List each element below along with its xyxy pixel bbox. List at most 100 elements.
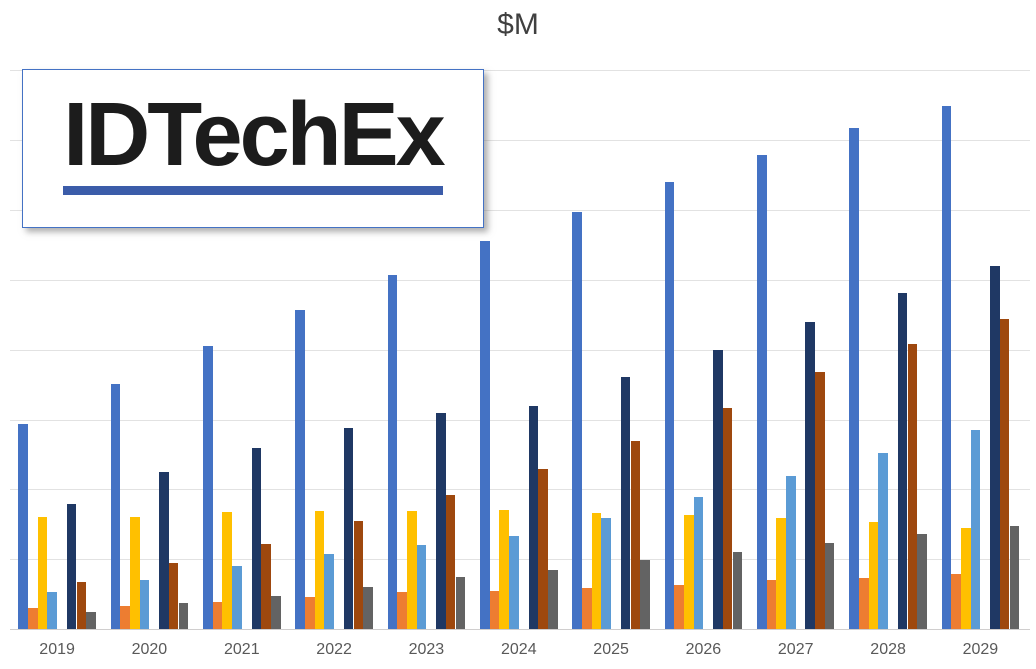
x-axis-label-2027: 2027 bbox=[777, 641, 814, 658]
chart-title: $M bbox=[497, 8, 539, 41]
bar-dark-orange-brown-2027 bbox=[815, 372, 825, 629]
gridline bbox=[10, 140, 1030, 141]
bar-gold-2025 bbox=[591, 513, 602, 629]
bar-gold-2029 bbox=[961, 528, 971, 629]
bar-dark-navy-2023 bbox=[436, 413, 446, 629]
bar-dark-orange-brown-2028 bbox=[907, 344, 918, 629]
bar-orange-2021 bbox=[212, 602, 223, 629]
bar-dark-gray-2020 bbox=[178, 603, 189, 629]
logo-text: IDTechEx bbox=[63, 85, 445, 185]
bar-blue-2021 bbox=[203, 346, 213, 629]
bar-orange-2019 bbox=[28, 608, 38, 629]
bar-dark-gray-2025 bbox=[640, 560, 650, 629]
bar-blue-2026 bbox=[664, 182, 675, 629]
x-axis-label-2019: 2019 bbox=[39, 641, 75, 658]
bar-dark-navy-2021 bbox=[251, 448, 262, 629]
gridline bbox=[10, 489, 1030, 490]
bar-dark-gray-2021 bbox=[270, 596, 281, 629]
bar-dark-orange-brown-2022 bbox=[353, 521, 364, 629]
bar-dark-orange-brown-2021 bbox=[261, 544, 271, 629]
bar-dark-navy-2020 bbox=[159, 472, 169, 629]
x-axis-label-2020: 2020 bbox=[131, 641, 168, 658]
gridline bbox=[10, 420, 1030, 421]
x-axis-label-2026: 2026 bbox=[685, 641, 722, 658]
bar-dark-orange-brown-2019 bbox=[76, 582, 87, 629]
gridline bbox=[10, 280, 1030, 281]
bar-dark-gray-2019 bbox=[86, 612, 96, 629]
bar-orange-2025 bbox=[582, 588, 592, 629]
bar-dark-orange-brown-2026 bbox=[722, 408, 733, 629]
bar-dark-navy-2024 bbox=[528, 406, 539, 629]
bar-orange-2020 bbox=[120, 606, 130, 629]
bar-dark-gray-2024 bbox=[547, 570, 558, 629]
x-axis-label-2025: 2025 bbox=[593, 641, 629, 658]
bar-light-blue-2027 bbox=[786, 476, 796, 629]
bar-dark-gray-2029 bbox=[1009, 526, 1020, 629]
bar-dark-navy-2026 bbox=[713, 350, 723, 629]
bar-dark-gray-2023 bbox=[455, 577, 466, 629]
bar-light-blue-2026 bbox=[693, 497, 704, 629]
bar-dark-navy-2019 bbox=[66, 504, 77, 629]
bar-orange-2028 bbox=[859, 578, 869, 629]
bar-dark-orange-brown-2024 bbox=[538, 469, 548, 629]
bar-dark-navy-2029 bbox=[990, 266, 1000, 629]
bar-blue-2025 bbox=[572, 212, 582, 629]
bar-blue-2022 bbox=[295, 310, 305, 629]
logo-underline bbox=[63, 186, 443, 195]
x-axis-label-2024: 2024 bbox=[501, 641, 537, 658]
bar-orange-2026 bbox=[674, 585, 684, 629]
bar-dark-gray-2028 bbox=[917, 534, 927, 629]
x-axis-label-2028: 2028 bbox=[870, 641, 906, 658]
bar-light-blue-2029 bbox=[970, 430, 981, 629]
bar-blue-2028 bbox=[849, 128, 859, 629]
gridline bbox=[10, 350, 1030, 351]
bar-light-blue-2021 bbox=[232, 566, 242, 629]
bar-light-blue-2028 bbox=[878, 453, 889, 629]
bar-light-blue-2025 bbox=[601, 518, 612, 629]
bar-blue-2023 bbox=[387, 275, 398, 629]
bar-dark-gray-2026 bbox=[732, 552, 743, 629]
bar-gold-2019 bbox=[37, 517, 48, 629]
bar-dark-orange-brown-2025 bbox=[630, 441, 641, 629]
bar-blue-2027 bbox=[756, 155, 767, 629]
idtechex-logo: IDTechEx bbox=[22, 69, 484, 228]
x-axis-line bbox=[10, 629, 1030, 630]
bar-light-blue-2023 bbox=[416, 545, 427, 629]
bar-blue-2029 bbox=[941, 106, 952, 629]
bar-gold-2024 bbox=[499, 510, 509, 629]
bar-dark-orange-brown-2023 bbox=[445, 495, 456, 629]
gridline bbox=[10, 70, 1030, 71]
bar-blue-2019 bbox=[18, 424, 28, 629]
bar-dark-navy-2025 bbox=[620, 377, 631, 629]
bar-light-blue-2019 bbox=[47, 592, 58, 629]
bar-light-blue-2020 bbox=[139, 580, 150, 629]
bar-orange-2029 bbox=[951, 574, 961, 629]
gridline bbox=[10, 559, 1030, 560]
bar-dark-gray-2022 bbox=[363, 587, 373, 629]
bar-gold-2027 bbox=[776, 518, 786, 629]
bar-light-blue-2024 bbox=[509, 536, 519, 629]
bar-dark-gray-2027 bbox=[824, 543, 835, 629]
bar-gold-2022 bbox=[314, 511, 325, 629]
bar-light-blue-2022 bbox=[324, 554, 335, 629]
bar-blue-2024 bbox=[479, 241, 490, 629]
bar-dark-navy-2027 bbox=[805, 322, 816, 629]
bar-gold-2026 bbox=[684, 515, 694, 629]
bar-orange-2022 bbox=[305, 597, 315, 629]
x-axis-label-2023: 2023 bbox=[408, 641, 445, 658]
bar-gold-2028 bbox=[868, 522, 879, 629]
x-axis-label-2021: 2021 bbox=[224, 641, 260, 658]
bar-orange-2023 bbox=[397, 592, 407, 629]
bar-gold-2021 bbox=[222, 512, 233, 629]
bar-dark-orange-brown-2029 bbox=[999, 319, 1010, 629]
bar-dark-navy-2028 bbox=[897, 293, 908, 629]
bar-dark-navy-2022 bbox=[343, 428, 354, 629]
bar-blue-2020 bbox=[110, 384, 121, 629]
gridline bbox=[10, 210, 1030, 211]
bar-orange-2027 bbox=[766, 580, 777, 629]
bar-orange-2024 bbox=[489, 591, 500, 629]
bar-gold-2020 bbox=[130, 517, 140, 629]
x-axis-label-2029: 2029 bbox=[962, 641, 999, 658]
